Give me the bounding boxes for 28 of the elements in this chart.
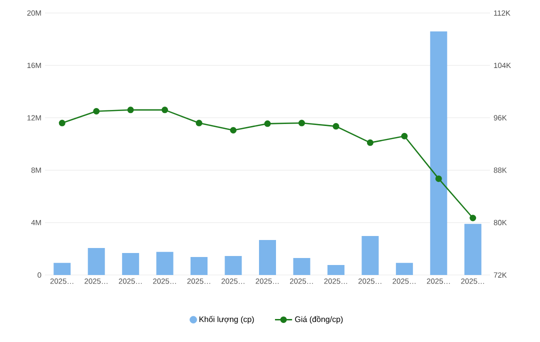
point bbox=[470, 214, 476, 222]
point bbox=[435, 175, 442, 182]
bar bbox=[88, 248, 105, 275]
bar bbox=[362, 236, 379, 275]
point bbox=[401, 132, 408, 140]
point bbox=[264, 120, 271, 127]
bar bbox=[122, 252, 140, 275]
point bbox=[162, 106, 168, 114]
point bbox=[93, 108, 100, 114]
bar bbox=[54, 262, 71, 275]
point bbox=[332, 123, 340, 130]
bar bbox=[396, 262, 413, 275]
bar bbox=[464, 224, 482, 275]
legend-label: Khối lượng (cp) bbox=[199, 316, 254, 324]
bar bbox=[190, 257, 208, 275]
point bbox=[298, 120, 305, 126]
bar bbox=[224, 256, 242, 275]
point bbox=[230, 126, 237, 134]
point bbox=[366, 139, 374, 146]
bar bbox=[327, 265, 344, 275]
legend-label: Giá (đồng/cp) bbox=[295, 316, 343, 324]
bar bbox=[156, 252, 174, 275]
bar bbox=[259, 240, 276, 275]
point bbox=[127, 106, 134, 114]
bar bbox=[293, 258, 310, 275]
bar bbox=[430, 31, 448, 275]
point bbox=[196, 120, 202, 126]
point bbox=[58, 120, 66, 126]
